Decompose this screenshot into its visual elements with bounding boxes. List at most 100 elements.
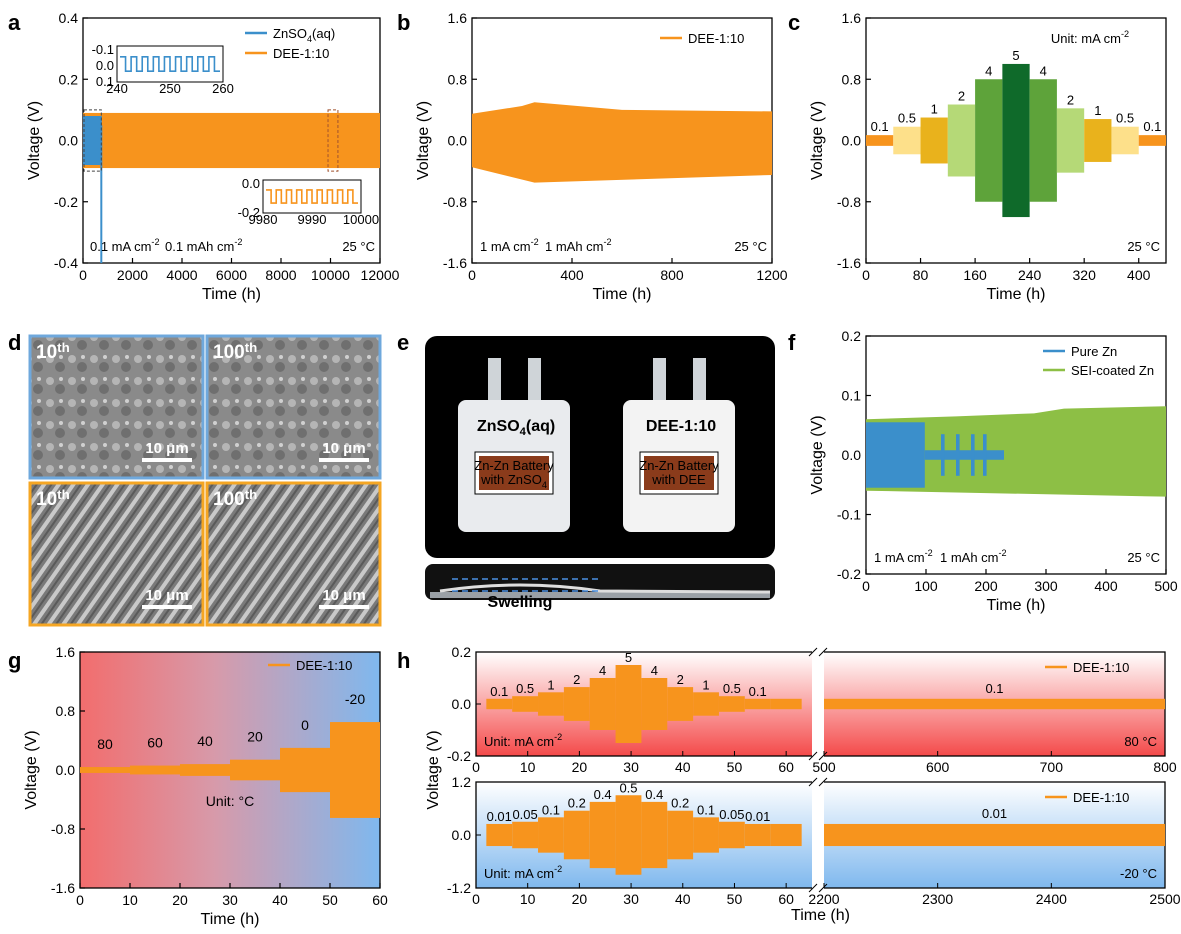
y-tick-label: -0.8: [51, 821, 75, 837]
rate-segment-3: [947, 104, 976, 177]
rate-segment-9: [718, 821, 745, 849]
x-tick-label: 10: [122, 892, 138, 908]
panel-letter-b: b: [397, 10, 410, 35]
x-tick-label: 20: [572, 891, 588, 907]
break-mark: [808, 777, 818, 787]
y-tick-label: -0.8: [443, 194, 467, 210]
panel-c: 0 80 160 240 320 400 -1.6 -0.8 0.0 0.8 1.6 Time (h)…: [809, 10, 1167, 303]
panel-h-cold: 0.01 0.05 0.1 0.20.4 0.5 0.40.2 0.1 0.05 0.01 0.0…: [447, 774, 1181, 924]
rate-label: 0.05: [512, 807, 537, 822]
rate-label: 1: [702, 677, 709, 692]
y-tick-label: -0.1: [837, 507, 861, 523]
rate-label: 0.5: [1116, 111, 1134, 126]
rate-label: 1: [547, 677, 554, 692]
sem-frame: [205, 334, 382, 480]
sem-image-1: 10th 10 μm: [28, 334, 205, 480]
rate-label: 0.5: [898, 111, 916, 126]
x-tick-label: 400: [1127, 267, 1151, 283]
annotation-current: 0.1 mA cm-2: [90, 237, 160, 254]
break-mark: [808, 751, 818, 761]
inset-x-tick: 9990: [298, 212, 327, 227]
rate-segment-1: [512, 821, 539, 849]
x-tick-label: 0: [472, 759, 480, 775]
rate-label: 0.01: [745, 809, 770, 824]
annotation-temp: 25 °C: [1127, 550, 1160, 565]
rate-label: 0.4: [645, 787, 663, 802]
y-tick-label: 0.2: [452, 644, 472, 660]
y-tick-label: -0.2: [54, 194, 78, 210]
rate-segment-2: [538, 817, 564, 853]
series-purezn-spike-3: [983, 434, 987, 476]
x-tick-label: 50: [727, 759, 743, 775]
inset-x-tick: 260: [212, 81, 234, 96]
y-tick-label: 1.2: [452, 774, 472, 790]
inset-x-tick: 250: [159, 81, 181, 96]
y-tick-label: 1.6: [56, 644, 76, 660]
long-term-band: [824, 823, 1165, 847]
rate-segment-10: [744, 698, 771, 710]
tab: [488, 358, 501, 406]
rate-label: 0.1: [749, 684, 767, 699]
inset-y-tick: 0.1: [96, 74, 114, 89]
annotation-current: 1 mA cm-2: [874, 548, 933, 565]
break-mark: [818, 883, 828, 893]
rate-label: 1: [1094, 103, 1101, 118]
y-tick-label: 0.0: [452, 827, 472, 843]
y-tick-label: 0.0: [452, 696, 472, 712]
x-tick-label: 2400: [1036, 891, 1067, 907]
x-tick-label: 20: [572, 759, 588, 775]
y-tick-label: 0.8: [842, 71, 862, 87]
y-tick-label: -0.8: [837, 194, 861, 210]
rate-label: 0.5: [723, 681, 741, 696]
rate-segment-8: [1084, 119, 1112, 162]
x-tick-label: 0: [468, 267, 476, 283]
x-axis-title: Time (h): [201, 911, 260, 928]
rate-segment-final-left: [770, 823, 802, 847]
x-tick-label: 80: [913, 267, 929, 283]
series-purezn-spike-1: [956, 434, 960, 476]
axis-break-gap: [812, 780, 824, 890]
legend-dee-label: DEE-1:10: [1073, 790, 1129, 805]
rate-segment-2: [538, 692, 564, 716]
rate-label: 5: [1012, 48, 1019, 63]
rate-label: 4: [1040, 63, 1047, 78]
rate-segment-3: [563, 687, 590, 721]
y-tick-label: -1.6: [443, 255, 467, 271]
temp-label: 40: [197, 733, 213, 749]
rate-label: 0.1: [490, 684, 508, 699]
x-tick-label: 40: [272, 892, 288, 908]
x-tick-label: 2000: [117, 267, 148, 283]
tab: [693, 358, 706, 406]
x-tick-label: 400: [1094, 578, 1118, 594]
y-tick-label: 1.6: [842, 10, 862, 26]
zoom-box-2: [327, 109, 339, 172]
rate-label: 2: [958, 89, 965, 104]
panel-b: 0 400 800 1200 -1.6 -0.8 0.0 0.8 1.6 Time (h) Volt…: [415, 10, 788, 303]
x-tick-label: 30: [623, 891, 639, 907]
rate-label: 0.1: [542, 802, 560, 817]
temp-label: 20: [247, 729, 263, 745]
label-dee: DEE-1:10: [646, 418, 716, 435]
x-tick-label: 800: [1153, 759, 1177, 775]
x-tick-label: 10: [520, 759, 536, 775]
break-mark: [818, 647, 828, 657]
annotation-current: 1 mA cm-2: [480, 237, 539, 254]
y-tick-label: 0.0: [56, 762, 76, 778]
y-tick-label: 0.0: [59, 133, 79, 149]
sem-frame: [28, 334, 205, 480]
x-axis-title: Time (h): [987, 597, 1046, 614]
rate-segment-10: [1138, 135, 1166, 146]
y-axis-title: Voltage (V): [23, 730, 40, 809]
y-axis-title: Voltage (V): [809, 101, 826, 180]
scale-label: 10 μm: [322, 587, 365, 604]
x-tick-label: 300: [1034, 578, 1058, 594]
y-tick-label: 0.0: [842, 447, 862, 463]
x-tick-label: 20: [172, 892, 188, 908]
tab: [653, 358, 666, 406]
temp-segment-0: [80, 767, 130, 773]
rate-label: 0.2: [568, 796, 586, 811]
x-axis-title: Time (h): [593, 286, 652, 303]
rate-segment-6: [1029, 79, 1057, 202]
unit-label: Unit: mA cm-2: [484, 732, 562, 749]
temp-segment-5: [330, 722, 380, 818]
